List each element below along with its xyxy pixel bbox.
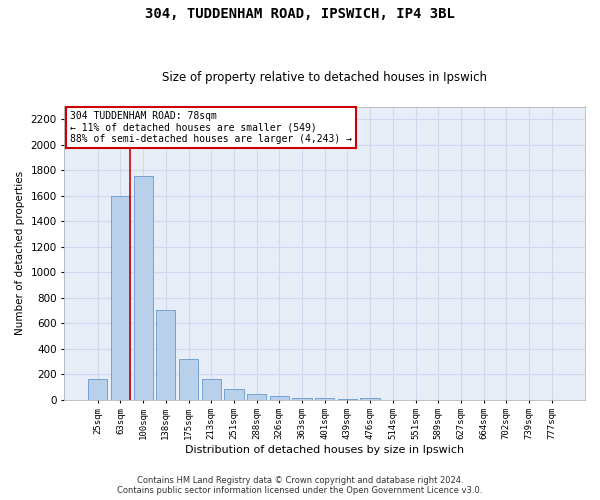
Bar <box>111 196 130 400</box>
Text: 304, TUDDENHAM ROAD, IPSWICH, IP4 3BL: 304, TUDDENHAM ROAD, IPSWICH, IP4 3BL <box>145 8 455 22</box>
Bar <box>88 378 107 400</box>
Bar <box>134 176 153 400</box>
Bar <box>156 310 175 400</box>
Y-axis label: Number of detached properties: Number of detached properties <box>15 171 25 335</box>
Bar <box>247 394 266 400</box>
Title: Size of property relative to detached houses in Ipswich: Size of property relative to detached ho… <box>162 72 487 85</box>
Text: 304 TUDDENHAM ROAD: 78sqm
← 11% of detached houses are smaller (549)
88% of semi: 304 TUDDENHAM ROAD: 78sqm ← 11% of detac… <box>70 111 352 144</box>
Bar <box>202 379 221 400</box>
Bar <box>269 396 289 400</box>
Bar <box>338 399 357 400</box>
Bar <box>292 398 311 400</box>
Bar <box>315 398 334 400</box>
Bar <box>361 398 380 400</box>
Text: Contains HM Land Registry data © Crown copyright and database right 2024.
Contai: Contains HM Land Registry data © Crown c… <box>118 476 482 495</box>
X-axis label: Distribution of detached houses by size in Ipswich: Distribution of detached houses by size … <box>185 445 464 455</box>
Bar <box>179 359 198 400</box>
Bar <box>224 390 244 400</box>
